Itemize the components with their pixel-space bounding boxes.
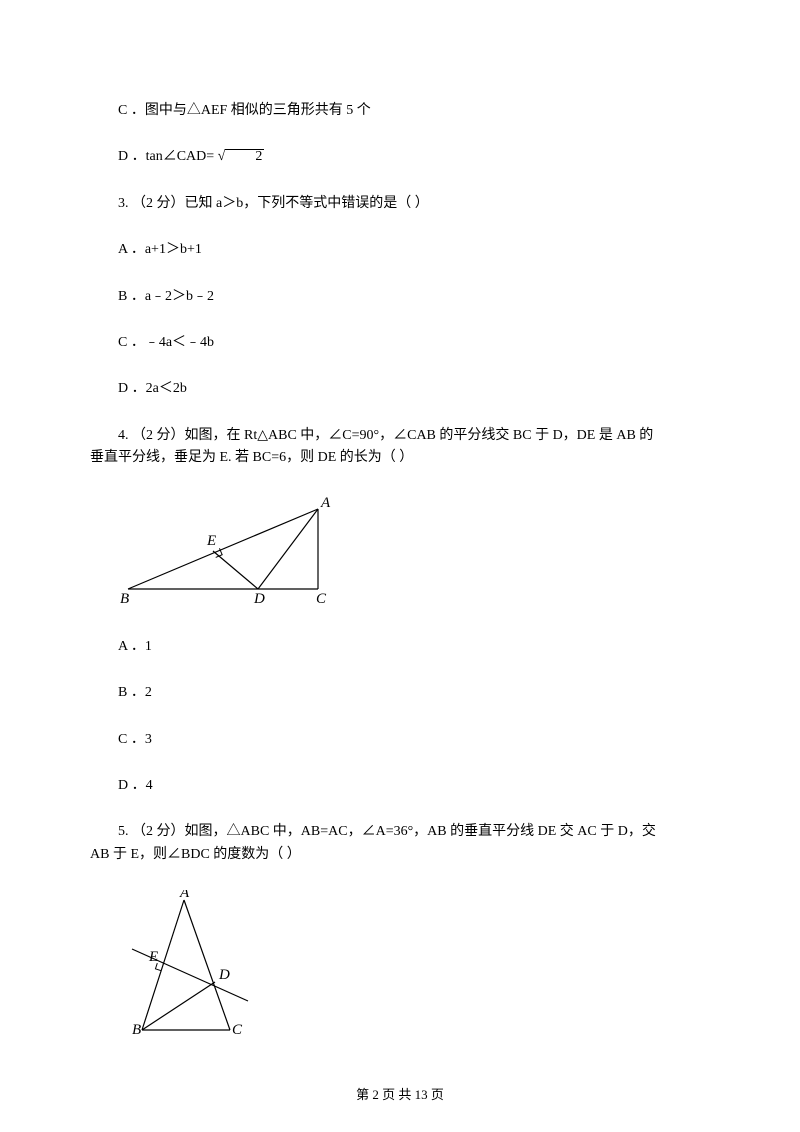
q5-figure: A B C D E bbox=[118, 890, 710, 1048]
q3-option-c: C ．﹣4a＜﹣4b bbox=[90, 332, 710, 354]
q5-stem: 5. （2 分）如图，△ABC 中，AB=AC，∠A=36°，AB 的垂直平分线… bbox=[90, 821, 710, 866]
q3-option-d: D ．2a＜2b bbox=[90, 378, 710, 400]
q5-stem-line2: AB 于 E，则∠BDC 的度数为（ ） bbox=[90, 844, 710, 866]
triangle-figure-q4: A B C D E bbox=[118, 494, 338, 604]
svg-text:B: B bbox=[132, 1022, 141, 1038]
page-footer: 第 2 页 共 13 页 bbox=[0, 1085, 800, 1106]
q2-option-d: D ．tan∠CAD= √2 bbox=[90, 146, 710, 168]
svg-text:A: A bbox=[320, 495, 331, 511]
svg-text:E: E bbox=[206, 533, 216, 549]
svg-text:C: C bbox=[232, 1022, 243, 1038]
q4-option-c: C ．3 bbox=[90, 729, 710, 751]
q4-figure: A B C D E bbox=[118, 494, 710, 612]
q4-option-a: A ．1 bbox=[90, 636, 710, 658]
svg-text:B: B bbox=[120, 591, 129, 604]
q2-option-c: C ．图中与△AEF 相似的三角形共有 5 个 bbox=[90, 100, 710, 122]
q3-option-b: B ．a﹣2＞b﹣2 bbox=[90, 286, 710, 308]
q2-option-d-prefix: D ．tan∠CAD= bbox=[118, 149, 218, 164]
q4-option-d: D ．4 bbox=[90, 775, 710, 797]
footer-suffix: 页 bbox=[428, 1087, 444, 1102]
q5-stem-line1: 5. （2 分）如图，△ABC 中，AB=AC，∠A=36°，AB 的垂直平分线… bbox=[90, 821, 710, 843]
sqrt-radicand: 2 bbox=[225, 149, 264, 164]
q4-stem-line1: 4. （2 分）如图，在 Rt△ABC 中，∠C=90°，∠CAB 的平分线交 … bbox=[90, 425, 710, 447]
q4-option-b: B ．2 bbox=[90, 682, 710, 704]
svg-text:A: A bbox=[179, 890, 190, 901]
svg-text:D: D bbox=[218, 967, 230, 983]
q3-stem: 3. （2 分）已知 a＞b，下列不等式中错误的是（ ） bbox=[90, 193, 710, 215]
footer-page-total: 13 bbox=[415, 1087, 428, 1102]
svg-text:C: C bbox=[316, 591, 327, 604]
q4-stem: 4. （2 分）如图，在 Rt△ABC 中，∠C=90°，∠CAB 的平分线交 … bbox=[90, 425, 710, 470]
footer-mid: 页 共 bbox=[379, 1087, 415, 1102]
triangle-figure-q5: A B C D E bbox=[118, 890, 268, 1040]
q3-option-a: A ．a+1＞b+1 bbox=[90, 239, 710, 261]
q4-stem-line2: 垂直平分线，垂足为 E. 若 BC=6，则 DE 的长为（ ） bbox=[90, 447, 710, 469]
svg-text:D: D bbox=[253, 591, 265, 604]
footer-prefix: 第 bbox=[356, 1087, 372, 1102]
svg-text:E: E bbox=[148, 949, 158, 965]
sqrt-symbol: √ bbox=[218, 149, 226, 164]
